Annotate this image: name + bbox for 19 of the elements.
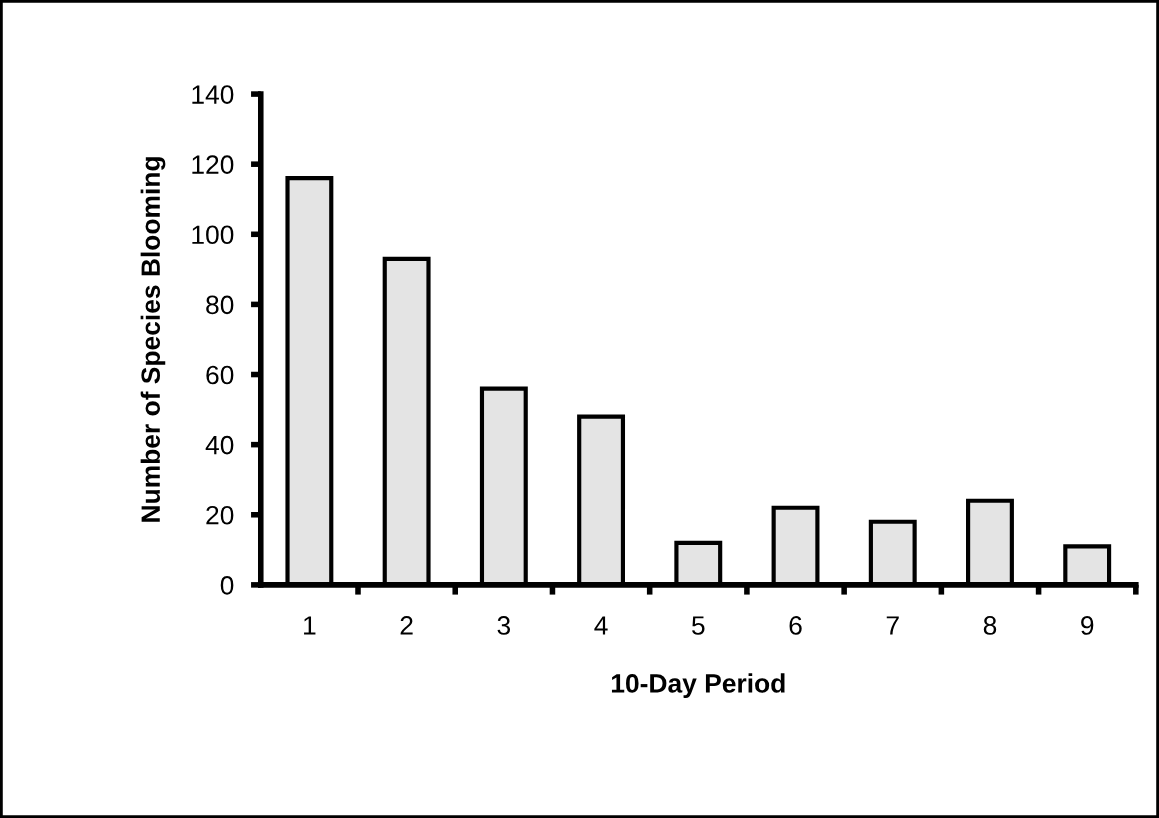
x-tick-label: 1	[304, 616, 316, 635]
y-axis-title: Number of Species Blooming	[140, 157, 166, 522]
x-tick-label: 4	[594, 616, 608, 635]
x-tick-label: 2	[400, 616, 413, 635]
y-tick-label: 20	[206, 505, 234, 525]
x-tick-label: 5	[692, 616, 705, 635]
y-tick-label: 120	[192, 155, 234, 175]
y-tick-label: 40	[205, 435, 234, 455]
x-tick-label: 8	[983, 616, 997, 635]
y-tick-label: 100	[192, 225, 234, 245]
x-tick-label: 6	[789, 616, 802, 635]
y-tick-label: 140	[192, 85, 234, 104]
x-tick-label: 7	[886, 616, 899, 635]
x-tick-label: 3	[497, 616, 511, 635]
x-tick-label: 9	[1081, 616, 1094, 635]
y-tick-label: 60	[206, 365, 234, 385]
x-axis-title: 10-Day Period	[611, 673, 785, 698]
y-tick-label: 80	[206, 295, 234, 315]
y-tick-label: 0	[220, 576, 234, 595]
